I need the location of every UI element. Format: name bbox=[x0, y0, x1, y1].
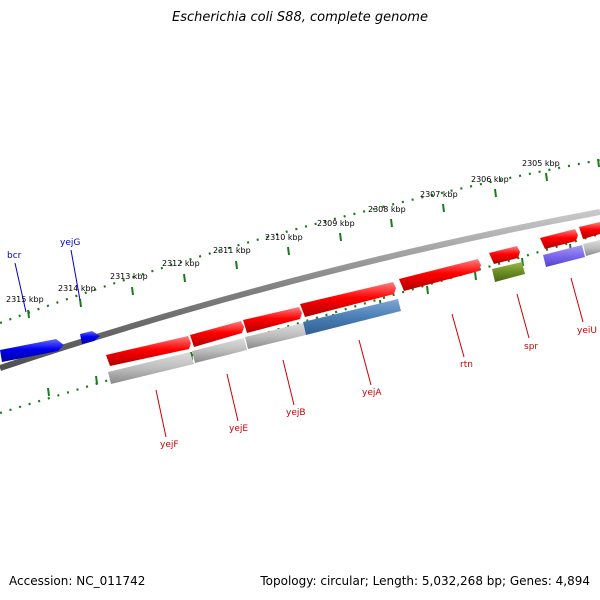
gene-arrow-spr[interactable] bbox=[489, 246, 520, 264]
leader-lines bbox=[14, 249, 584, 438]
leader-yejG bbox=[70, 249, 81, 301]
outer-major-tick-1 bbox=[545, 172, 548, 182]
feature-steel-yejA bbox=[303, 299, 401, 335]
scale-labels: 2305 kbp 2306 kbp 2307 kbp 2308 kbp 2309… bbox=[6, 159, 560, 304]
feature-grey-yejF bbox=[108, 352, 194, 384]
gene-label-yeiU[interactable]: yeiU bbox=[577, 326, 597, 336]
scale-label-2305: 2305 kbp bbox=[522, 159, 560, 168]
outer-major-tick-7 bbox=[235, 260, 238, 270]
outer-major-tick-11 bbox=[27, 309, 30, 319]
gene-arrow-yejB[interactable] bbox=[243, 307, 302, 333]
outer-major-ticks bbox=[27, 158, 600, 319]
scale-label-2308: 2308 kbp bbox=[368, 205, 406, 214]
map-title: Escherichia coli S88, complete genome bbox=[172, 10, 428, 25]
gene-label-spr[interactable]: spr bbox=[524, 342, 538, 352]
gene-arrow-yeiU[interactable] bbox=[540, 229, 578, 249]
inner-major-tick-11 bbox=[47, 387, 50, 397]
scale-label-2306: 2306 kbp bbox=[471, 175, 509, 184]
outer-major-tick-3 bbox=[442, 203, 445, 213]
scale-label-2313: 2313 kbp bbox=[110, 272, 148, 281]
scale-label-2311: 2311 kbp bbox=[213, 246, 251, 255]
gene-labels: bcr yejG yejF yejE yejB yejA rtn spr yei… bbox=[7, 238, 597, 450]
gene-label-yejF[interactable]: yejF bbox=[160, 440, 179, 450]
feature-olive-spr bbox=[492, 262, 525, 282]
feature-grey-next bbox=[583, 240, 600, 256]
feature-grey-yejE bbox=[192, 338, 247, 363]
inner-major-tick-2 bbox=[474, 271, 477, 281]
gene-arrow-yejA[interactable] bbox=[300, 282, 396, 317]
leader-yejF bbox=[155, 389, 167, 438]
scale-label-2315: 2315 kbp bbox=[6, 295, 44, 304]
leader-yeiU bbox=[570, 277, 584, 323]
scale-label-2312: 2312 kbp bbox=[162, 259, 200, 268]
leader-yejA bbox=[358, 339, 372, 386]
outer-major-tick-2 bbox=[494, 188, 497, 198]
outer-scale-ring bbox=[0, 158, 600, 325]
scale-label-2310: 2310 kbp bbox=[265, 233, 303, 242]
gene-label-yejE[interactable]: yejE bbox=[229, 424, 248, 434]
leader-yejB bbox=[282, 359, 295, 406]
outer-major-tick-5 bbox=[339, 232, 342, 242]
outer-major-tick-10 bbox=[79, 298, 82, 308]
outer-major-tick-6 bbox=[287, 246, 290, 256]
gene-label-bcr[interactable]: bcr bbox=[7, 251, 22, 261]
scale-label-2314: 2314 kbp bbox=[58, 284, 96, 293]
outer-major-tick-9 bbox=[131, 286, 134, 296]
leader-rtn bbox=[451, 313, 465, 358]
inner-major-tick-10 bbox=[95, 375, 98, 385]
leader-spr bbox=[516, 293, 530, 339]
gene-label-rtn[interactable]: rtn bbox=[460, 360, 473, 370]
gene-label-yejB[interactable]: yejB bbox=[286, 408, 306, 418]
outer-major-tick-0 bbox=[597, 158, 600, 168]
gene-arrow-yejG[interactable] bbox=[80, 331, 100, 344]
gene-label-yejA[interactable]: yejA bbox=[362, 388, 382, 398]
gene-yejG[interactable] bbox=[80, 331, 100, 344]
inner-major-tick-3 bbox=[426, 285, 429, 295]
feature-grey-yejB bbox=[245, 323, 306, 349]
inner-scale-ring bbox=[0, 232, 600, 415]
gene-arrow-rtn[interactable] bbox=[399, 259, 481, 291]
gene-label-yejG[interactable]: yejG bbox=[60, 238, 80, 248]
accession-text: Accession: NC_011742 bbox=[9, 574, 146, 588]
gene-arrow-yejE[interactable] bbox=[190, 321, 244, 347]
gene-arrow-next[interactable] bbox=[579, 222, 600, 239]
gene-arrow-bcr[interactable] bbox=[0, 339, 64, 362]
leader-bcr bbox=[14, 262, 27, 313]
gene-arrow-yejF[interactable] bbox=[106, 336, 191, 366]
scale-label-2307: 2307 kbp bbox=[420, 190, 458, 199]
feature-purple-yeiU bbox=[543, 245, 585, 267]
genome-summary-text: Topology: circular; Length: 5,032,268 bp… bbox=[260, 574, 590, 588]
gene-bcr[interactable] bbox=[0, 339, 64, 362]
scale-label-2309: 2309 kbp bbox=[317, 219, 355, 228]
inner-major-tick-1 bbox=[521, 257, 524, 267]
outer-major-tick-8 bbox=[183, 273, 186, 283]
leader-yejE bbox=[226, 373, 239, 422]
outer-major-tick-4 bbox=[390, 218, 393, 228]
